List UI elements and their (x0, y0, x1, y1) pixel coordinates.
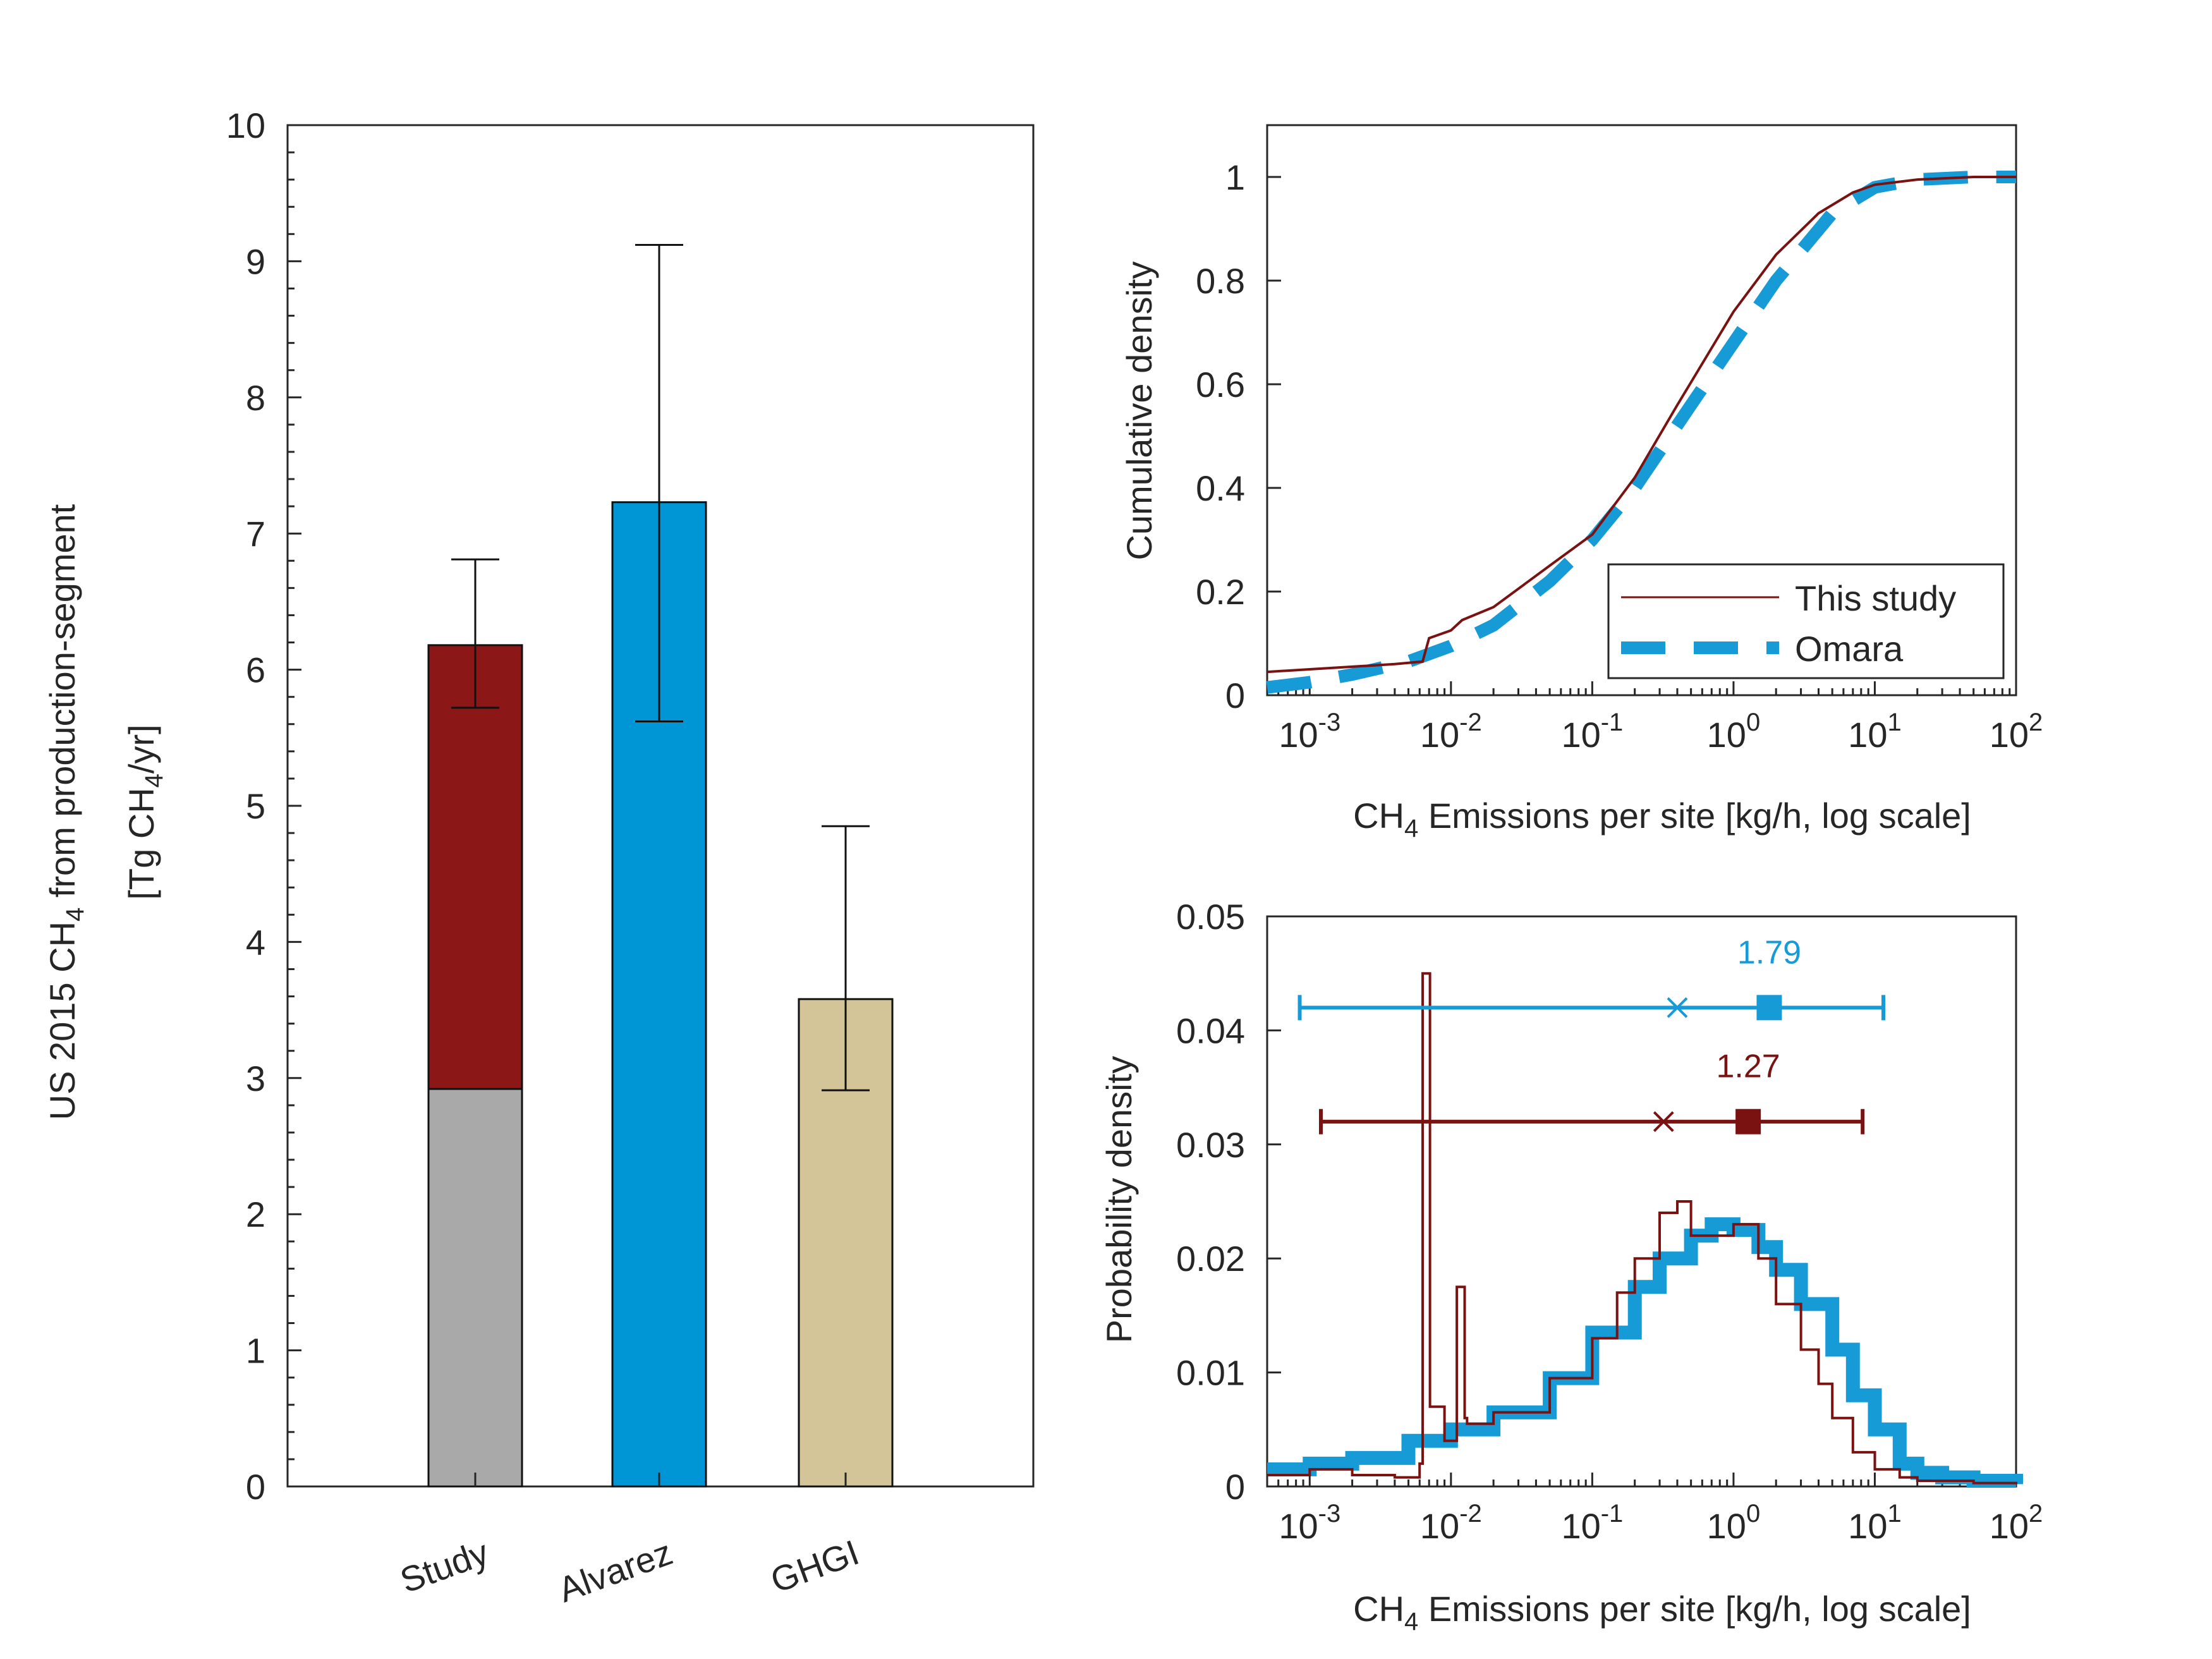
bar-chart-y-axis-label-line1: US 2015 CH4 from production-segment (42, 504, 89, 1120)
bar-study-segment-0 (427, 1088, 523, 1488)
bar-y-tick-label: 2 (246, 1194, 265, 1234)
cdf-x-axis-label: CH4 Emissions per site [kg/h, log scale] (1353, 796, 1971, 842)
pdf-summary-label-this-study: 1.27 (1717, 1048, 1780, 1085)
bar-chart: US 2015 CH4 from production-segment [Tg … (42, 106, 1035, 1610)
pdf-y-tick-label: 0.02 (1176, 1239, 1245, 1279)
pdf-x-tick-label: 101 (1848, 1500, 1902, 1546)
cdf-plot-frame (1266, 124, 2017, 696)
pdf-x-tick-label: 10-1 (1561, 1500, 1623, 1546)
cdf-x-tick-label: 101 (1848, 708, 1902, 755)
pdf-series-omara (1267, 1217, 2023, 1488)
pdf-y-tick-label: 0.01 (1176, 1353, 1245, 1393)
pdf-y-tick-label: 0.04 (1176, 1011, 1245, 1050)
cdf-y-tick-label: 0.8 (1196, 261, 1245, 301)
cdf-y-tick-label: 0.2 (1196, 572, 1245, 612)
cdf-x-tick-label: 10-1 (1561, 708, 1623, 755)
bar-chart-y-axis-label-line2: [Tg CH4/yr] (121, 724, 168, 899)
pdf-x-tick-label: 10-2 (1420, 1500, 1482, 1546)
cdf-legend-label-omara: Omara (1795, 629, 1904, 669)
pdf-y-tick-label: 0.05 (1176, 897, 1245, 937)
pdf-y-tick-label: 0 (1225, 1467, 1245, 1507)
pdf-summary-label-omara: 1.79 (1737, 934, 1801, 971)
cdf-y-tick-label: 1 (1225, 157, 1245, 197)
pdf-y-axis-label: Probability density (1099, 1056, 1139, 1343)
cdf-chart: Cumulative density CH4 Emissions per sit… (1119, 124, 2043, 842)
pdf-y-tick-label: 0.03 (1176, 1125, 1245, 1165)
cdf-series-this-study (1267, 176, 2016, 674)
cdf-y-tick-label: 0 (1225, 676, 1245, 715)
bar-y-tick-label: 8 (246, 378, 265, 418)
bar-study-segment-1 (427, 644, 523, 1090)
bar-y-tick-label: 4 (246, 922, 265, 962)
pdf-series-this-study (1267, 972, 2017, 1485)
pdf-summary-this-study: 1.27 (1318, 1048, 1865, 1134)
pdf-summary-mean-square-omara (1756, 995, 1782, 1021)
pdf-summary-mean-square-this-study (1735, 1109, 1761, 1134)
pdf-summary-median-cross-this-study (1653, 1111, 1674, 1133)
bar-y-tick-label: 1 (246, 1331, 265, 1371)
pdf-x-tick-label: 102 (1990, 1500, 2043, 1546)
cdf-legend: This study Omara (1607, 563, 2005, 679)
cdf-y-tick-label: 0.6 (1196, 365, 1245, 404)
pdf-x-axis-label: CH4 Emissions per site [kg/h, log scale] (1353, 1589, 1971, 1636)
bar-y-tick-label: 3 (246, 1059, 265, 1098)
pdf-summary-median-cross-omara (1667, 997, 1688, 1018)
pdf-x-tick-label: 100 (1707, 1500, 1761, 1546)
bar-y-tick-label: 7 (246, 514, 265, 554)
bar-category-label-ghgi: GHGI (765, 1532, 864, 1600)
bar-y-tick-label: 5 (246, 786, 265, 826)
cdf-x-tick-label: 102 (1990, 708, 2043, 755)
bar-category-label-study: Study (395, 1532, 494, 1600)
bar-category-label-alvarez: Alvarez (553, 1532, 678, 1610)
cdf-x-tick-label: 10-3 (1279, 708, 1340, 755)
cdf-series-omara (1266, 171, 2016, 694)
cdf-legend-label-this-study: This study (1795, 578, 1956, 618)
bar-y-tick-label: 0 (246, 1467, 265, 1507)
cdf-x-tick-label: 10-2 (1420, 708, 1482, 755)
bar-y-tick-label: 9 (246, 241, 265, 281)
cdf-y-axis-label: Cumulative density (1119, 261, 1159, 560)
bar-y-tick-label: 10 (226, 106, 265, 145)
pdf-chart: Probability density CH4 Emissions per si… (1099, 897, 2043, 1636)
cdf-legend-box (1607, 563, 2005, 679)
pdf-summary-omara: 1.79 (1297, 934, 1886, 1021)
cdf-y-tick-label: 0.4 (1196, 468, 1245, 508)
cdf-x-tick-label: 100 (1707, 708, 1761, 755)
pdf-plot-frame (1266, 915, 2017, 1488)
pdf-x-tick-label: 10-3 (1279, 1500, 1340, 1546)
bar-y-tick-label: 6 (246, 650, 265, 690)
